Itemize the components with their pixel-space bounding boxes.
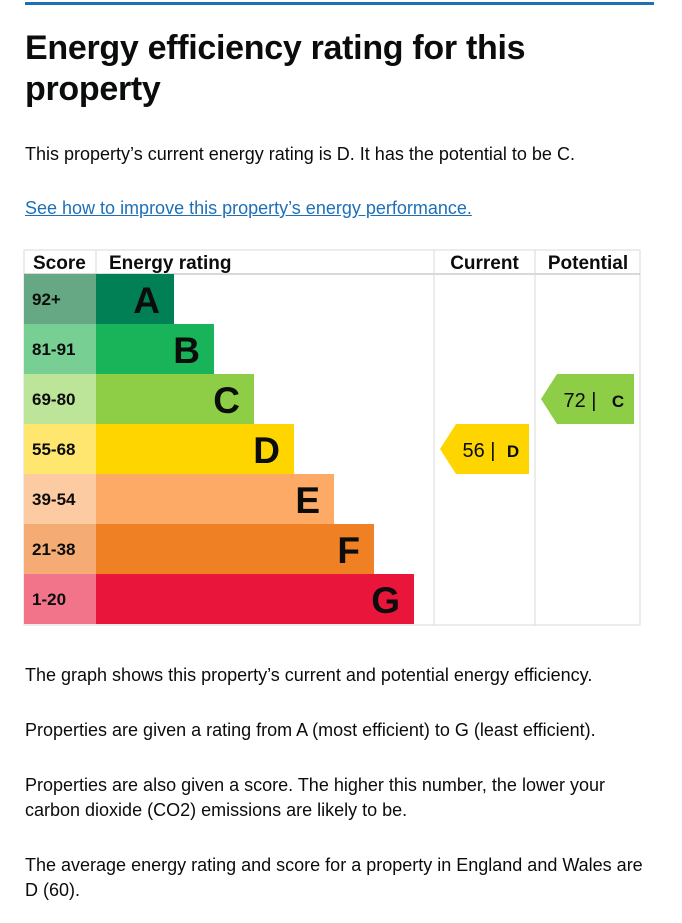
score-header: Score xyxy=(33,253,86,274)
rating-letter-e: E xyxy=(295,480,320,521)
average-rating-note: The average energy rating and score for … xyxy=(25,855,643,900)
current-header: Current xyxy=(450,253,519,274)
rating-bar-e xyxy=(96,474,334,524)
rating-bar-c xyxy=(96,374,254,424)
rating-letter-b: B xyxy=(173,330,200,371)
potential-header: Potential xyxy=(548,253,628,274)
rating-letter-d: D xyxy=(253,430,280,471)
score-range-d: 55-68 xyxy=(32,440,75,459)
rating-explanation: Properties are given a rating from A (mo… xyxy=(25,720,596,740)
score-range-e: 39-54 xyxy=(32,490,76,509)
energy-rating-header: Energy rating xyxy=(109,253,231,274)
energy-rating-chart: Score Energy rating Current Potential 92+ A 81… xyxy=(23,249,641,626)
score-cell-c xyxy=(24,374,96,424)
current-score-label: 56 | xyxy=(463,440,496,462)
rating-bar-a xyxy=(96,274,174,324)
score-range-c: 69-80 xyxy=(32,390,75,409)
score-cell-g xyxy=(24,574,96,624)
rating-summary: This property’s current energy rating is… xyxy=(25,144,575,164)
score-cell-b xyxy=(24,324,96,374)
rating-bar-d xyxy=(96,424,294,474)
potential-arrow xyxy=(541,374,634,424)
score-cell-e xyxy=(24,474,96,524)
score-explanation: Properties are also given a score. The h… xyxy=(25,775,605,820)
score-range-g: 1-20 xyxy=(32,590,66,609)
potential-rating-letter: C xyxy=(612,392,624,411)
score-cell-a xyxy=(24,274,96,324)
score-range-a: 92+ xyxy=(32,290,61,309)
rating-letter-a: A xyxy=(133,280,160,321)
potential-score-label: 72 | xyxy=(564,390,597,412)
rating-bar-g xyxy=(96,574,414,624)
improve-performance-link[interactable]: See how to improve this property’s energ… xyxy=(25,198,472,218)
score-range-f: 21-38 xyxy=(32,540,75,559)
current-arrow xyxy=(440,424,529,474)
rating-bar-b xyxy=(96,324,214,374)
rating-bar-f xyxy=(96,524,374,574)
current-rating-letter: D xyxy=(507,442,519,461)
rating-letter-g: G xyxy=(371,580,400,621)
score-cell-d xyxy=(24,424,96,474)
score-range-b: 81-91 xyxy=(32,340,75,359)
page-title: Energy efficiency rating for this proper… xyxy=(25,29,526,108)
rating-letter-f: F xyxy=(337,530,360,571)
score-cell-f xyxy=(24,524,96,574)
top-rule xyxy=(25,2,654,5)
rating-letter-c: C xyxy=(213,380,240,421)
chart-description: The graph shows this property’s current … xyxy=(25,665,593,685)
